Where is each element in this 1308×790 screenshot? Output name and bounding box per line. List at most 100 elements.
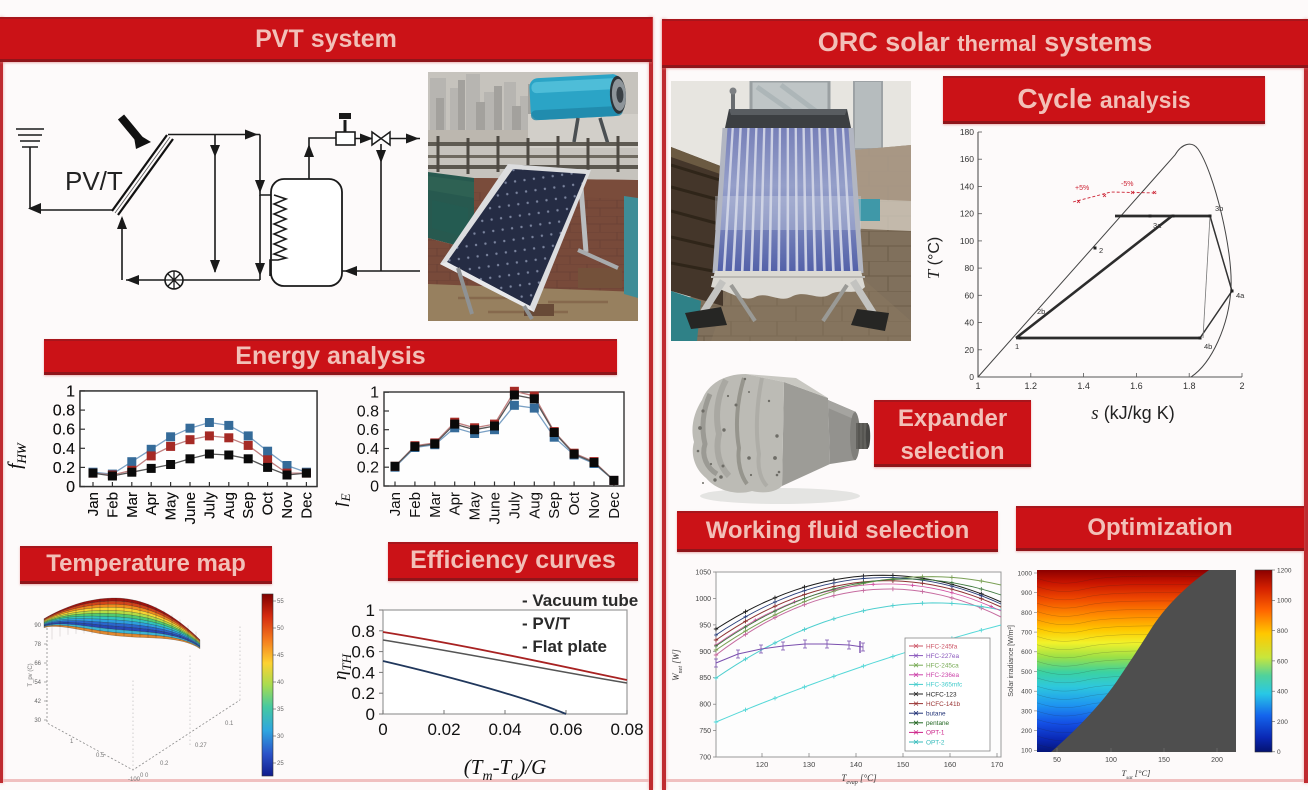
svg-text:35: 35 (277, 707, 284, 713)
svg-text:0.02: 0.02 (427, 720, 460, 739)
svg-text:500: 500 (1021, 669, 1032, 676)
svg-text:800: 800 (1021, 610, 1032, 617)
svg-text:0.6: 0.6 (53, 422, 75, 439)
svg-text:0.27: 0.27 (195, 743, 207, 749)
svg-text:200: 200 (1021, 728, 1032, 735)
svg-text:HFC-245fa: HFC-245fa (926, 643, 958, 650)
svg-text:0.4: 0.4 (53, 441, 75, 458)
svg-text:0 0: 0 0 (140, 773, 149, 779)
svg-text:fHW: fHW (5, 442, 29, 469)
svg-text:June: June (182, 492, 199, 525)
svg-text:2b: 2b (1037, 307, 1045, 316)
svg-text:0.4: 0.4 (357, 441, 379, 458)
svg-text:200: 200 (1277, 719, 1288, 726)
svg-text:900: 900 (699, 649, 711, 656)
svg-text:40: 40 (277, 680, 284, 686)
svg-text:June: June (487, 492, 504, 525)
svg-text:3a: 3a (1153, 221, 1162, 230)
svg-text:55: 55 (277, 599, 284, 605)
svg-text:Nov: Nov (279, 492, 296, 519)
svg-text:T (°C): T (°C) (925, 237, 943, 280)
svg-text:HFC-236ea: HFC-236ea (926, 672, 959, 679)
svg-text:0.2: 0.2 (53, 460, 75, 477)
svg-text:400: 400 (1021, 689, 1032, 696)
svg-text:950: 950 (699, 622, 711, 629)
svg-text:0.4: 0.4 (351, 663, 375, 682)
svg-text:300: 300 (1021, 708, 1032, 715)
svg-text:1.8: 1.8 (1183, 381, 1196, 391)
svg-text:HCFC-123: HCFC-123 (926, 691, 957, 698)
svg-text:Sep: Sep (546, 492, 563, 519)
svg-text:170: 170 (991, 760, 1004, 769)
svg-text:400: 400 (1277, 689, 1288, 696)
svg-text:Wnet [W]: Wnet [W] (671, 649, 684, 681)
svg-text:May: May (467, 492, 484, 521)
svg-text:Oct: Oct (260, 491, 277, 515)
svg-text:0.6: 0.6 (351, 643, 375, 662)
svg-text:Jan: Jan (85, 492, 102, 516)
svg-text:0.06: 0.06 (549, 720, 582, 739)
svg-text:30: 30 (277, 734, 284, 740)
svg-text:Mar: Mar (124, 492, 141, 518)
svg-text:800: 800 (699, 702, 711, 709)
svg-text:July: July (506, 492, 523, 519)
svg-text:0.6: 0.6 (53, 422, 75, 439)
svg-text:Apr: Apr (447, 492, 464, 515)
svg-text:900: 900 (1021, 590, 1032, 597)
svg-text:180: 180 (960, 127, 974, 137)
svg-text:Dec: Dec (298, 492, 315, 519)
svg-text:Mar: Mar (124, 492, 141, 518)
svg-text:90: 90 (34, 623, 41, 629)
svg-text:1.2: 1.2 (1025, 381, 1038, 391)
svg-text:130: 130 (803, 760, 816, 769)
svg-text:140: 140 (960, 181, 974, 191)
svg-text:HFC-365mfc: HFC-365mfc (926, 682, 963, 689)
svg-text:Jan: Jan (85, 492, 102, 516)
svg-text:0.2: 0.2 (357, 460, 379, 477)
svg-text:40: 40 (965, 318, 975, 328)
svg-text:0.2: 0.2 (351, 684, 375, 703)
svg-text:1: 1 (1015, 342, 1019, 351)
svg-text:160: 160 (960, 154, 974, 164)
svg-text:May: May (163, 492, 180, 521)
svg-text:78: 78 (34, 642, 41, 648)
svg-text:0: 0 (969, 372, 974, 382)
svg-text:66: 66 (34, 661, 41, 667)
svg-text:Apr: Apr (143, 492, 160, 515)
svg-text:1050: 1050 (695, 570, 711, 577)
svg-text:150: 150 (897, 760, 910, 769)
svg-text:60: 60 (965, 290, 975, 300)
svg-text:Aug: Aug (221, 492, 238, 519)
svg-text:Feb: Feb (407, 492, 424, 518)
svg-text:150: 150 (1158, 757, 1170, 764)
svg-text:100: 100 (960, 236, 974, 246)
svg-text:0.4: 0.4 (53, 441, 75, 458)
svg-text:1.6: 1.6 (1130, 381, 1143, 391)
svg-text:PV/T: PV/T (65, 166, 123, 196)
svg-text:54: 54 (34, 680, 41, 686)
svg-text:1200: 1200 (1277, 567, 1292, 574)
svg-text:1: 1 (66, 384, 75, 401)
svg-text:1: 1 (366, 601, 375, 620)
svg-text:0.5: 0.5 (96, 753, 105, 759)
svg-text:25: 25 (277, 761, 284, 767)
svg-text:-100: -100 (128, 777, 141, 783)
svg-text:50: 50 (1053, 757, 1061, 764)
svg-text:May: May (163, 492, 180, 521)
svg-text:0: 0 (66, 479, 75, 496)
svg-text:700: 700 (1021, 630, 1032, 637)
svg-text:0.8: 0.8 (53, 403, 75, 420)
svg-text:4a: 4a (1236, 291, 1245, 300)
svg-text:(Tm-Ta)/G: (Tm-Ta)/G (464, 755, 547, 784)
svg-text:Aug: Aug (526, 492, 543, 519)
svg-text:June: June (182, 492, 199, 525)
svg-text:1: 1 (975, 381, 980, 391)
svg-text:0: 0 (378, 720, 387, 739)
svg-text:Solar irradiance [W/m²]: Solar irradiance [W/m²] (1008, 625, 1015, 697)
svg-text:30: 30 (34, 718, 41, 724)
svg-text:Mar: Mar (427, 492, 444, 518)
svg-text:0.08: 0.08 (610, 720, 643, 739)
svg-text:July: July (201, 492, 218, 519)
svg-text:Sep: Sep (240, 492, 257, 519)
svg-text:Nov: Nov (586, 492, 603, 519)
